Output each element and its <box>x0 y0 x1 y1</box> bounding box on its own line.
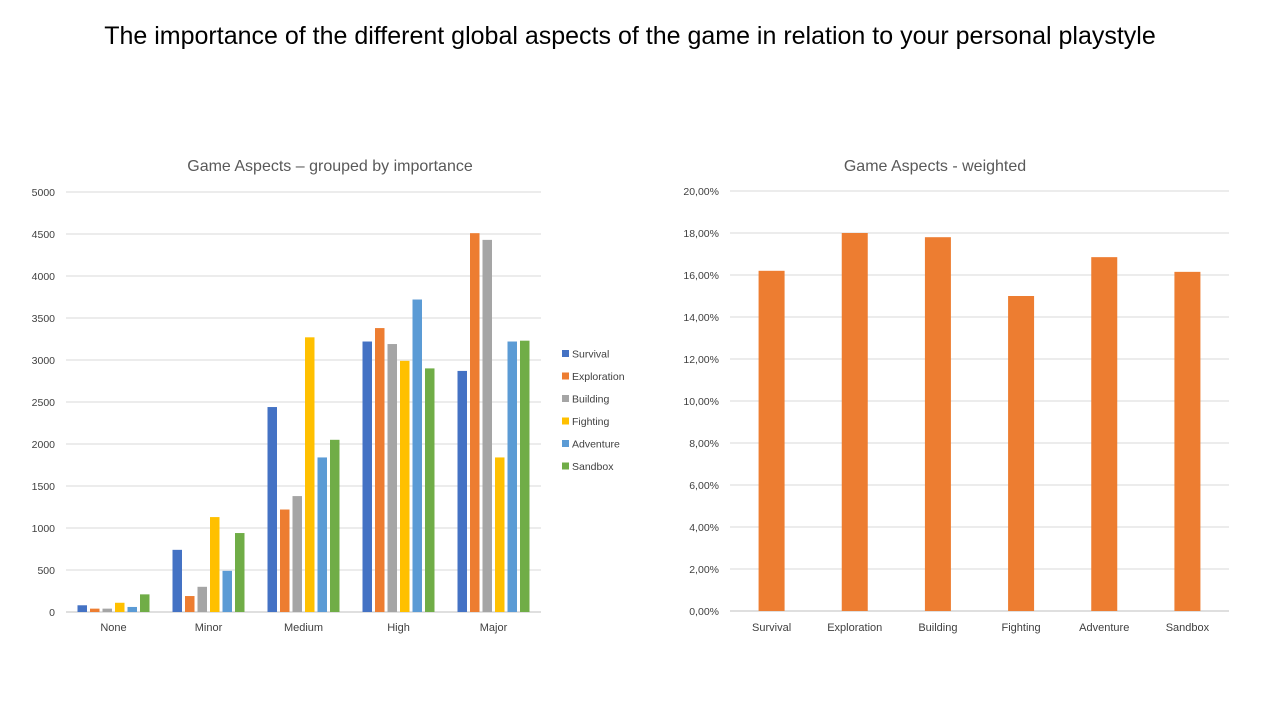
chart1-bar-building <box>197 586 207 612</box>
chart1-bar-survival <box>267 407 277 612</box>
chart1-bar-survival <box>362 341 372 612</box>
legend-swatch-survival <box>562 350 569 357</box>
chart1-bar-survival <box>77 605 87 612</box>
chart2-category-label: Exploration <box>827 622 882 634</box>
chart1-bar-adventure <box>507 341 517 612</box>
chart2-bar-adventure <box>1091 257 1118 611</box>
legend-swatch-sandbox <box>562 462 569 470</box>
chart2-category-label: Fighting <box>1002 622 1041 634</box>
chart1-bar-sandbox <box>520 340 530 612</box>
chart1-bar-survival <box>172 549 182 612</box>
chart2-bar-exploration <box>841 233 868 611</box>
chart1-bar-sandbox <box>140 594 150 612</box>
chart1-y-tick-label: 1500 <box>32 481 56 493</box>
chart2-y-tick-label: 8,00% <box>689 438 719 450</box>
chart1-bar-fighting <box>305 337 315 612</box>
chart1-y-tick-label: 3500 <box>32 313 56 325</box>
chart1-y-tick-label: 3000 <box>32 355 56 367</box>
chart1-bar-adventure <box>127 606 137 612</box>
chart1-y-tick-label: 0 <box>49 607 55 619</box>
chart1-bar-exploration <box>280 509 290 612</box>
chart2-y-tick-label: 14,00% <box>683 312 719 324</box>
legend-label-exploration: Exploration <box>572 371 625 383</box>
legend-label-fighting: Fighting <box>572 416 610 428</box>
chart2-bar-building <box>924 237 951 611</box>
slide-title: The importance of the different global a… <box>104 22 1156 50</box>
legend-label-adventure: Adventure <box>572 439 620 451</box>
chart2-y-tick-label: 20,00% <box>683 186 719 198</box>
chart1-bar-building <box>387 344 397 612</box>
chart2-y-tick-label: 10,00% <box>683 396 719 408</box>
chart-grouped-by-importance: Game Aspects – grouped by importance 0 50… <box>32 158 625 634</box>
chart1-y-tick-label: 2500 <box>32 397 56 409</box>
chart1-y-tick-label: 500 <box>37 565 55 577</box>
chart-weighted: Game Aspects - weighted 0,00% 2,00% 4,00% 6… <box>683 158 1229 634</box>
chart1-bar-fighting <box>495 457 505 612</box>
chart2-category-label: Sandbox <box>1166 622 1210 634</box>
chart2-category-label: Adventure <box>1079 622 1129 634</box>
legend-label-survival: Survival <box>572 349 609 361</box>
chart1-bar-exploration <box>90 608 100 612</box>
chart1-bar-exploration <box>185 596 195 612</box>
chart1-bar-building <box>292 496 302 612</box>
chart1-bar-sandbox <box>330 439 340 612</box>
chart1-bar-building <box>102 608 112 612</box>
chart1-title: Game Aspects – grouped by importance <box>187 158 473 175</box>
chart2-y-tick-label: 16,00% <box>683 270 719 282</box>
chart2-bar-sandbox <box>1174 271 1201 611</box>
chart1-bar-building <box>482 239 492 612</box>
chart2-category-label: Building <box>918 622 957 634</box>
chart1-category-label: Medium <box>284 622 323 634</box>
chart2-y-tick-label: 4,00% <box>689 522 719 534</box>
chart1-bar-fighting <box>400 360 410 612</box>
chart1-bar-survival <box>457 370 467 612</box>
chart1-category-label: Minor <box>195 622 223 634</box>
chart2-y-tick-label: 12,00% <box>683 354 719 366</box>
chart1-category-label: High <box>387 622 410 634</box>
chart2-y-tick-label: 2,00% <box>689 564 719 576</box>
chart2-bar-fighting <box>1008 296 1035 611</box>
chart1-bar-sandbox <box>425 368 435 612</box>
legend-swatch-adventure <box>562 440 569 447</box>
chart1-bar-exploration <box>470 233 480 612</box>
legend-swatch-exploration <box>562 372 569 380</box>
chart1-y-tick-label: 1000 <box>32 523 56 535</box>
chart2-category-label: Survival <box>752 622 791 634</box>
legend-label-sandbox: Sandbox <box>572 461 614 473</box>
chart1-y-tick-label: 2000 <box>32 439 56 451</box>
chart1-y-tick-label: 5000 <box>32 187 56 199</box>
legend-swatch-building <box>562 395 569 402</box>
chart1-bar-sandbox <box>235 533 245 612</box>
chart2-title: Game Aspects - weighted <box>844 158 1026 175</box>
chart2-bar-survival <box>758 270 785 611</box>
chart1-bar-adventure <box>412 299 422 612</box>
chart1-bar-adventure <box>222 570 232 612</box>
chart2-y-tick-label: 6,00% <box>689 480 719 492</box>
chart1-y-tick-label: 4500 <box>32 229 56 241</box>
chart2-y-tick-label: 0,00% <box>689 606 719 618</box>
chart1-bar-fighting <box>210 517 220 612</box>
legend-label-building: Building <box>572 394 610 406</box>
legend-swatch-fighting <box>562 417 569 425</box>
chart1-bar-fighting <box>115 602 125 612</box>
chart2-y-tick-label: 18,00% <box>683 228 719 240</box>
chart1-category-label: Major <box>480 622 508 634</box>
chart1-y-tick-label: 4000 <box>32 271 56 283</box>
chart1-bar-adventure <box>317 457 327 612</box>
chart1-bar-exploration <box>375 328 385 612</box>
chart1-category-label: None <box>100 622 126 634</box>
